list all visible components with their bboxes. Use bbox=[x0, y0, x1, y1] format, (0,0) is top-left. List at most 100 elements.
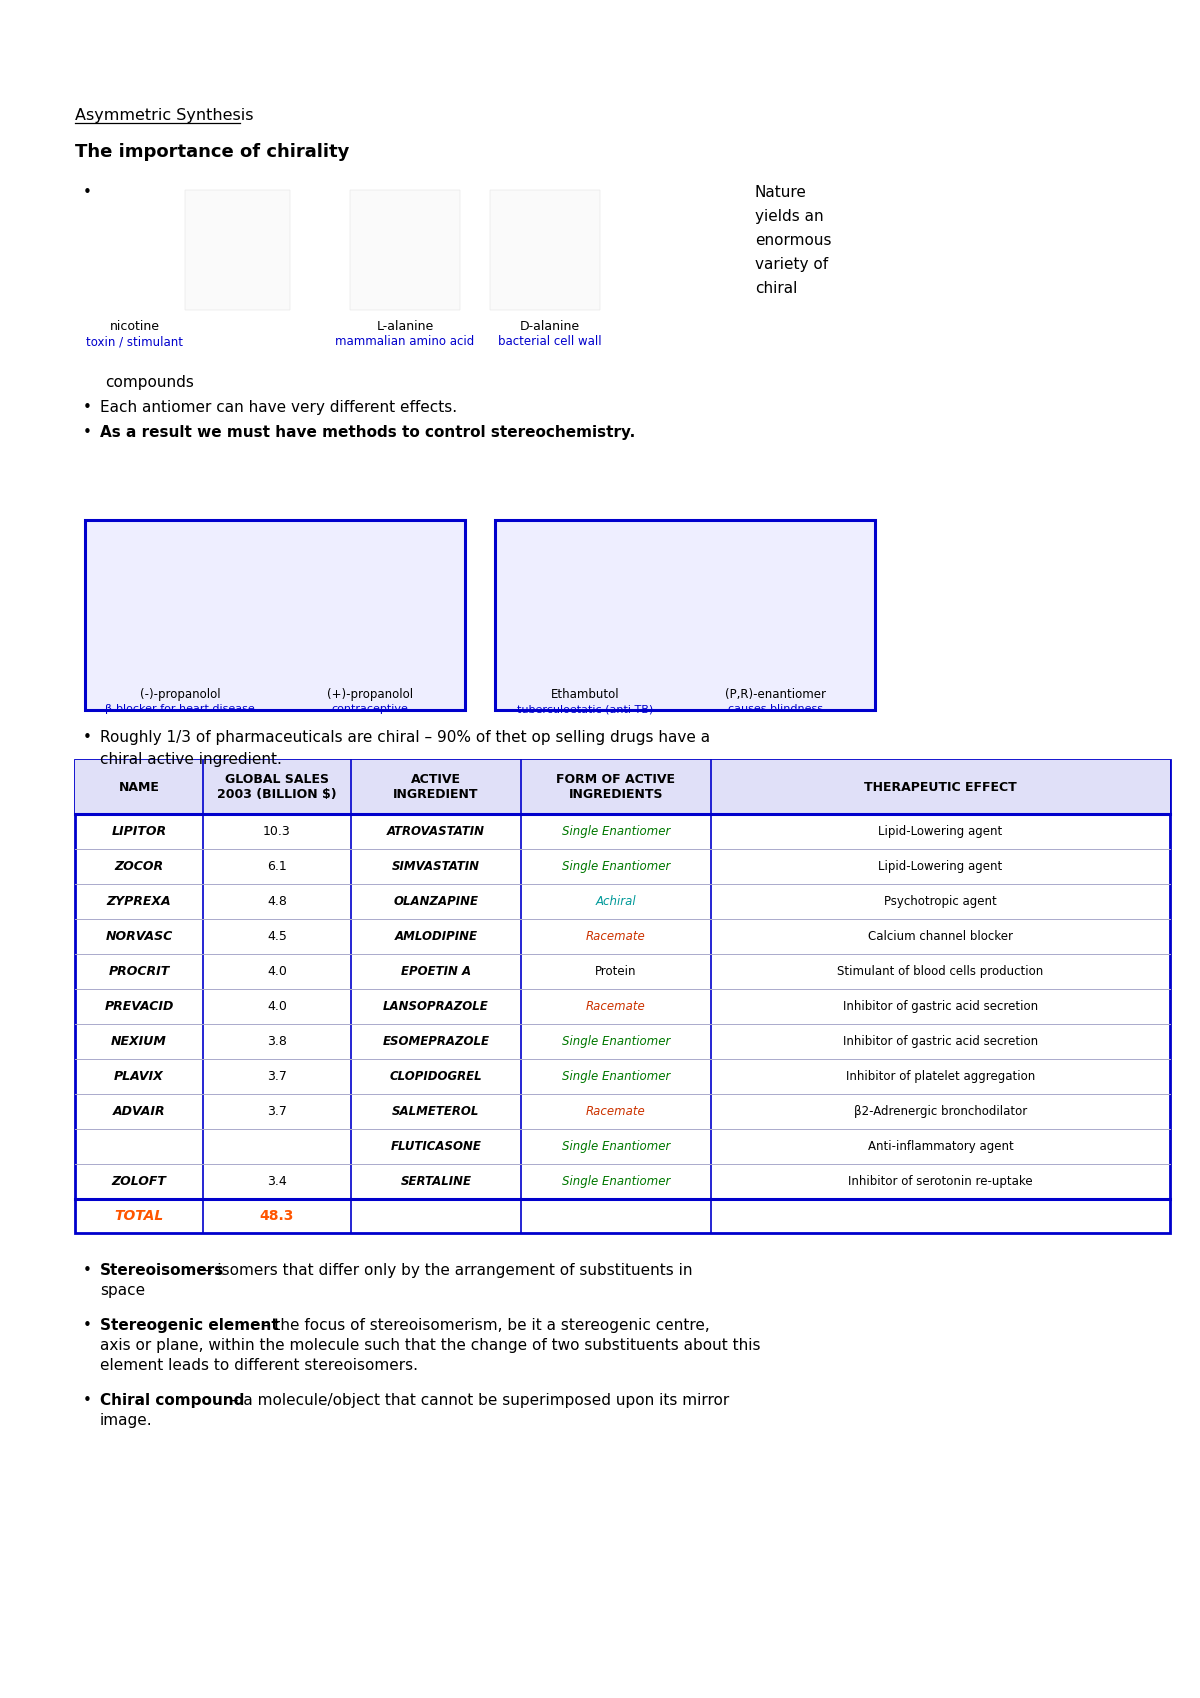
Text: FLUTICASONE: FLUTICASONE bbox=[390, 1139, 481, 1153]
Text: axis or plane, within the molecule such that the change of two substituents abou: axis or plane, within the molecule such … bbox=[100, 1338, 761, 1353]
Text: Psychotropic agent: Psychotropic agent bbox=[884, 895, 997, 908]
Text: variety of: variety of bbox=[755, 256, 828, 272]
Text: (-)-propanolol: (-)-propanolol bbox=[139, 688, 221, 701]
Text: Lipid-Lowering agent: Lipid-Lowering agent bbox=[878, 825, 1003, 839]
Text: THERAPEUTIC EFFECT: THERAPEUTIC EFFECT bbox=[864, 781, 1016, 793]
Text: ACTIVE
INGREDIENT: ACTIVE INGREDIENT bbox=[394, 773, 479, 801]
Text: chiral: chiral bbox=[755, 280, 797, 295]
Text: •: • bbox=[83, 424, 92, 440]
Text: nicotine: nicotine bbox=[110, 319, 160, 333]
Text: contraceptive: contraceptive bbox=[331, 705, 408, 713]
Text: 3.8: 3.8 bbox=[268, 1036, 287, 1048]
Text: ZYPREXA: ZYPREXA bbox=[107, 895, 172, 908]
Text: causes blindness: causes blindness bbox=[727, 705, 822, 713]
Text: (P,R)-enantiomer: (P,R)-enantiomer bbox=[725, 688, 826, 701]
Text: Single Enantiomer: Single Enantiomer bbox=[562, 1175, 670, 1189]
Text: CLOPIDOGREL: CLOPIDOGREL bbox=[390, 1070, 482, 1083]
Text: Each antiomer can have very different effects.: Each antiomer can have very different ef… bbox=[100, 401, 457, 414]
Text: •: • bbox=[83, 185, 92, 200]
Text: β2-Adrenergic bronchodilator: β2-Adrenergic bronchodilator bbox=[854, 1105, 1027, 1117]
Text: ESOMEPRAZOLE: ESOMEPRAZOLE bbox=[383, 1036, 490, 1048]
Text: SERTALINE: SERTALINE bbox=[401, 1175, 472, 1189]
Text: •: • bbox=[83, 1263, 92, 1279]
Text: SALMETEROL: SALMETEROL bbox=[392, 1105, 480, 1117]
Text: Asymmetric Synthesis: Asymmetric Synthesis bbox=[74, 109, 253, 122]
Text: Single Enantiomer: Single Enantiomer bbox=[562, 1139, 670, 1153]
Text: β-blocker for heart disease: β-blocker for heart disease bbox=[106, 705, 254, 713]
Text: D-alanine: D-alanine bbox=[520, 319, 580, 333]
Text: PLAVIX: PLAVIX bbox=[114, 1070, 164, 1083]
Text: PROCRIT: PROCRIT bbox=[108, 964, 169, 978]
Text: Roughly 1/3 of pharmaceuticals are chiral – 90% of thet op selling drugs have a: Roughly 1/3 of pharmaceuticals are chira… bbox=[100, 730, 710, 745]
Text: Nature: Nature bbox=[755, 185, 806, 200]
Text: Stereoisomers: Stereoisomers bbox=[100, 1263, 224, 1279]
Text: 4.5: 4.5 bbox=[268, 931, 287, 942]
Text: 6.1: 6.1 bbox=[268, 859, 287, 873]
Text: element leads to different stereoisomers.: element leads to different stereoisomers… bbox=[100, 1358, 418, 1374]
Text: – the focus of stereoisomerism, be it a stereogenic centre,: – the focus of stereoisomerism, be it a … bbox=[257, 1318, 709, 1333]
Bar bbox=[350, 190, 460, 311]
Text: ATROVASTATIN: ATROVASTATIN bbox=[386, 825, 485, 839]
Bar bbox=[496, 520, 875, 710]
Text: compounds: compounds bbox=[106, 375, 194, 391]
Text: Single Enantiomer: Single Enantiomer bbox=[562, 859, 670, 873]
Text: NEXIUM: NEXIUM bbox=[112, 1036, 167, 1048]
Text: 3.4: 3.4 bbox=[268, 1175, 287, 1189]
Text: Calcium channel blocker: Calcium channel blocker bbox=[868, 931, 1013, 942]
Text: 4.8: 4.8 bbox=[268, 895, 287, 908]
Text: space: space bbox=[100, 1284, 145, 1297]
Text: Lipid-Lowering agent: Lipid-Lowering agent bbox=[878, 859, 1003, 873]
Text: Racemate: Racemate bbox=[586, 1105, 646, 1117]
Text: chiral active ingredient.: chiral active ingredient. bbox=[100, 752, 282, 767]
Text: •: • bbox=[83, 401, 92, 414]
Text: Chiral compound: Chiral compound bbox=[100, 1392, 245, 1408]
Text: •: • bbox=[83, 730, 92, 745]
Text: Inhibitor of platelet aggregation: Inhibitor of platelet aggregation bbox=[846, 1070, 1036, 1083]
Text: Protein: Protein bbox=[595, 964, 637, 978]
Text: ZOLOFT: ZOLOFT bbox=[112, 1175, 167, 1189]
Text: yields an: yields an bbox=[755, 209, 823, 224]
Text: Inhibitor of serotonin re-uptake: Inhibitor of serotonin re-uptake bbox=[848, 1175, 1033, 1189]
Bar bbox=[74, 761, 1170, 813]
Text: ZOCOR: ZOCOR bbox=[114, 859, 163, 873]
Text: ADVAIR: ADVAIR bbox=[113, 1105, 166, 1117]
Text: Single Enantiomer: Single Enantiomer bbox=[562, 1036, 670, 1048]
Text: The importance of chirality: The importance of chirality bbox=[74, 143, 349, 161]
Text: Stimulant of blood cells production: Stimulant of blood cells production bbox=[838, 964, 1044, 978]
Text: (+)-propanolol: (+)-propanolol bbox=[326, 688, 413, 701]
Text: Single Enantiomer: Single Enantiomer bbox=[562, 825, 670, 839]
Text: Stereogenic element: Stereogenic element bbox=[100, 1318, 278, 1333]
Text: EPOETIN A: EPOETIN A bbox=[401, 964, 472, 978]
Text: •: • bbox=[83, 1318, 92, 1333]
Text: Ethambutol: Ethambutol bbox=[551, 688, 619, 701]
Text: Racemate: Racemate bbox=[586, 931, 646, 942]
Text: 3.7: 3.7 bbox=[268, 1070, 287, 1083]
Text: FORM OF ACTIVE
INGREDIENTS: FORM OF ACTIVE INGREDIENTS bbox=[557, 773, 676, 801]
Text: L-alanine: L-alanine bbox=[377, 319, 433, 333]
Text: PREVACID: PREVACID bbox=[104, 1000, 174, 1014]
Text: 4.0: 4.0 bbox=[268, 964, 287, 978]
Text: mammalian amino acid: mammalian amino acid bbox=[335, 335, 475, 348]
Text: – isomers that differ only by the arrangement of substituents in: – isomers that differ only by the arrang… bbox=[200, 1263, 692, 1279]
Text: AMLODIPINE: AMLODIPINE bbox=[395, 931, 478, 942]
Text: LIPITOR: LIPITOR bbox=[112, 825, 167, 839]
Text: Racemate: Racemate bbox=[586, 1000, 646, 1014]
Bar bbox=[74, 761, 1170, 1233]
Text: Inhibitor of gastric acid secretion: Inhibitor of gastric acid secretion bbox=[842, 1036, 1038, 1048]
Text: Single Enantiomer: Single Enantiomer bbox=[562, 1070, 670, 1083]
Text: Anti-inflammatory agent: Anti-inflammatory agent bbox=[868, 1139, 1013, 1153]
Text: As a result we must have methods to control stereochemistry.: As a result we must have methods to cont… bbox=[100, 424, 635, 440]
Text: – a molecule/object that cannot be superimposed upon its mirror: – a molecule/object that cannot be super… bbox=[226, 1392, 730, 1408]
Text: TOTAL: TOTAL bbox=[114, 1209, 163, 1223]
Text: •: • bbox=[83, 1392, 92, 1408]
Text: 48.3: 48.3 bbox=[260, 1209, 294, 1223]
Text: Achiral: Achiral bbox=[595, 895, 636, 908]
Bar bbox=[185, 190, 290, 311]
Bar bbox=[85, 520, 466, 710]
Text: Inhibitor of gastric acid secretion: Inhibitor of gastric acid secretion bbox=[842, 1000, 1038, 1014]
Text: NAME: NAME bbox=[119, 781, 160, 793]
Text: toxin / stimulant: toxin / stimulant bbox=[86, 335, 184, 348]
Text: 10.3: 10.3 bbox=[263, 825, 290, 839]
Text: 4.0: 4.0 bbox=[268, 1000, 287, 1014]
Text: SIMVASTATIN: SIMVASTATIN bbox=[392, 859, 480, 873]
